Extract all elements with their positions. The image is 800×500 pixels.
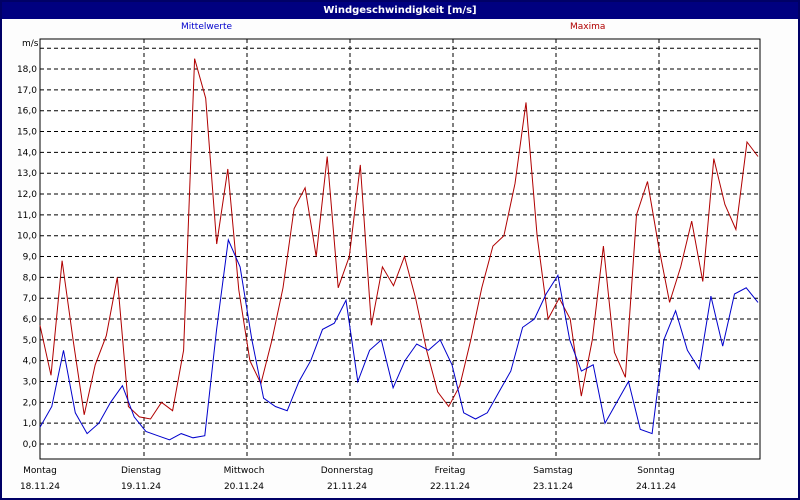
svg-text:11,0: 11,0 xyxy=(17,211,37,221)
legend-mittelwerte: Mittelwerte xyxy=(181,22,233,32)
svg-text:0,0: 0,0 xyxy=(23,440,38,450)
x-label-day-3: Donnerstag 21.11.24 xyxy=(320,466,374,492)
plot-frame xyxy=(39,38,761,460)
svg-text:4,0: 4,0 xyxy=(23,357,38,367)
svg-text:8,0: 8,0 xyxy=(23,273,38,283)
y-axis-unit: m/s xyxy=(22,39,39,49)
x-label-day-0: Montag 18.11.24 xyxy=(19,466,61,492)
svg-text:9,0: 9,0 xyxy=(23,253,38,263)
svg-text:14,0: 14,0 xyxy=(17,148,37,158)
svg-text:5,0: 5,0 xyxy=(23,336,38,346)
grid-lines xyxy=(40,39,760,459)
svg-text:1,0: 1,0 xyxy=(23,419,38,429)
x-label-day-5: Samstag 23.11.24 xyxy=(532,466,574,492)
svg-text:6,0: 6,0 xyxy=(23,315,38,325)
x-label-day-1: Dienstag 19.11.24 xyxy=(120,466,162,492)
svg-text:15,0: 15,0 xyxy=(17,128,37,138)
series-mittelwerte-line xyxy=(39,238,759,441)
svg-text:7,0: 7,0 xyxy=(23,294,38,304)
y-axis-ticks: 0,0 1,0 2,0 3,0 4,0 5,0 6,0 7,0 8,0 9,0 10,0 11,0 12… xyxy=(17,65,37,450)
x-label-day-6: Sonntag 24.11.24 xyxy=(635,466,677,492)
window-title: Windgeschwindigkeit [m/s] xyxy=(2,2,798,19)
svg-text:17,0: 17,0 xyxy=(17,86,37,96)
svg-text:10,0: 10,0 xyxy=(17,232,37,242)
legend-maxima: Maxima xyxy=(570,22,606,32)
x-label-day-2: Mittwoch 20.11.24 xyxy=(223,466,265,492)
svg-text:12,0: 12,0 xyxy=(17,190,37,200)
svg-text:13,0: 13,0 xyxy=(17,169,37,179)
svg-text:3,0: 3,0 xyxy=(23,378,38,388)
svg-text:2,0: 2,0 xyxy=(23,398,38,408)
x-label-day-4: Freitag 22.11.24 xyxy=(429,466,471,492)
svg-text:18,0: 18,0 xyxy=(17,65,37,75)
series-maxima-line xyxy=(39,58,759,420)
svg-text:16,0: 16,0 xyxy=(17,107,37,117)
